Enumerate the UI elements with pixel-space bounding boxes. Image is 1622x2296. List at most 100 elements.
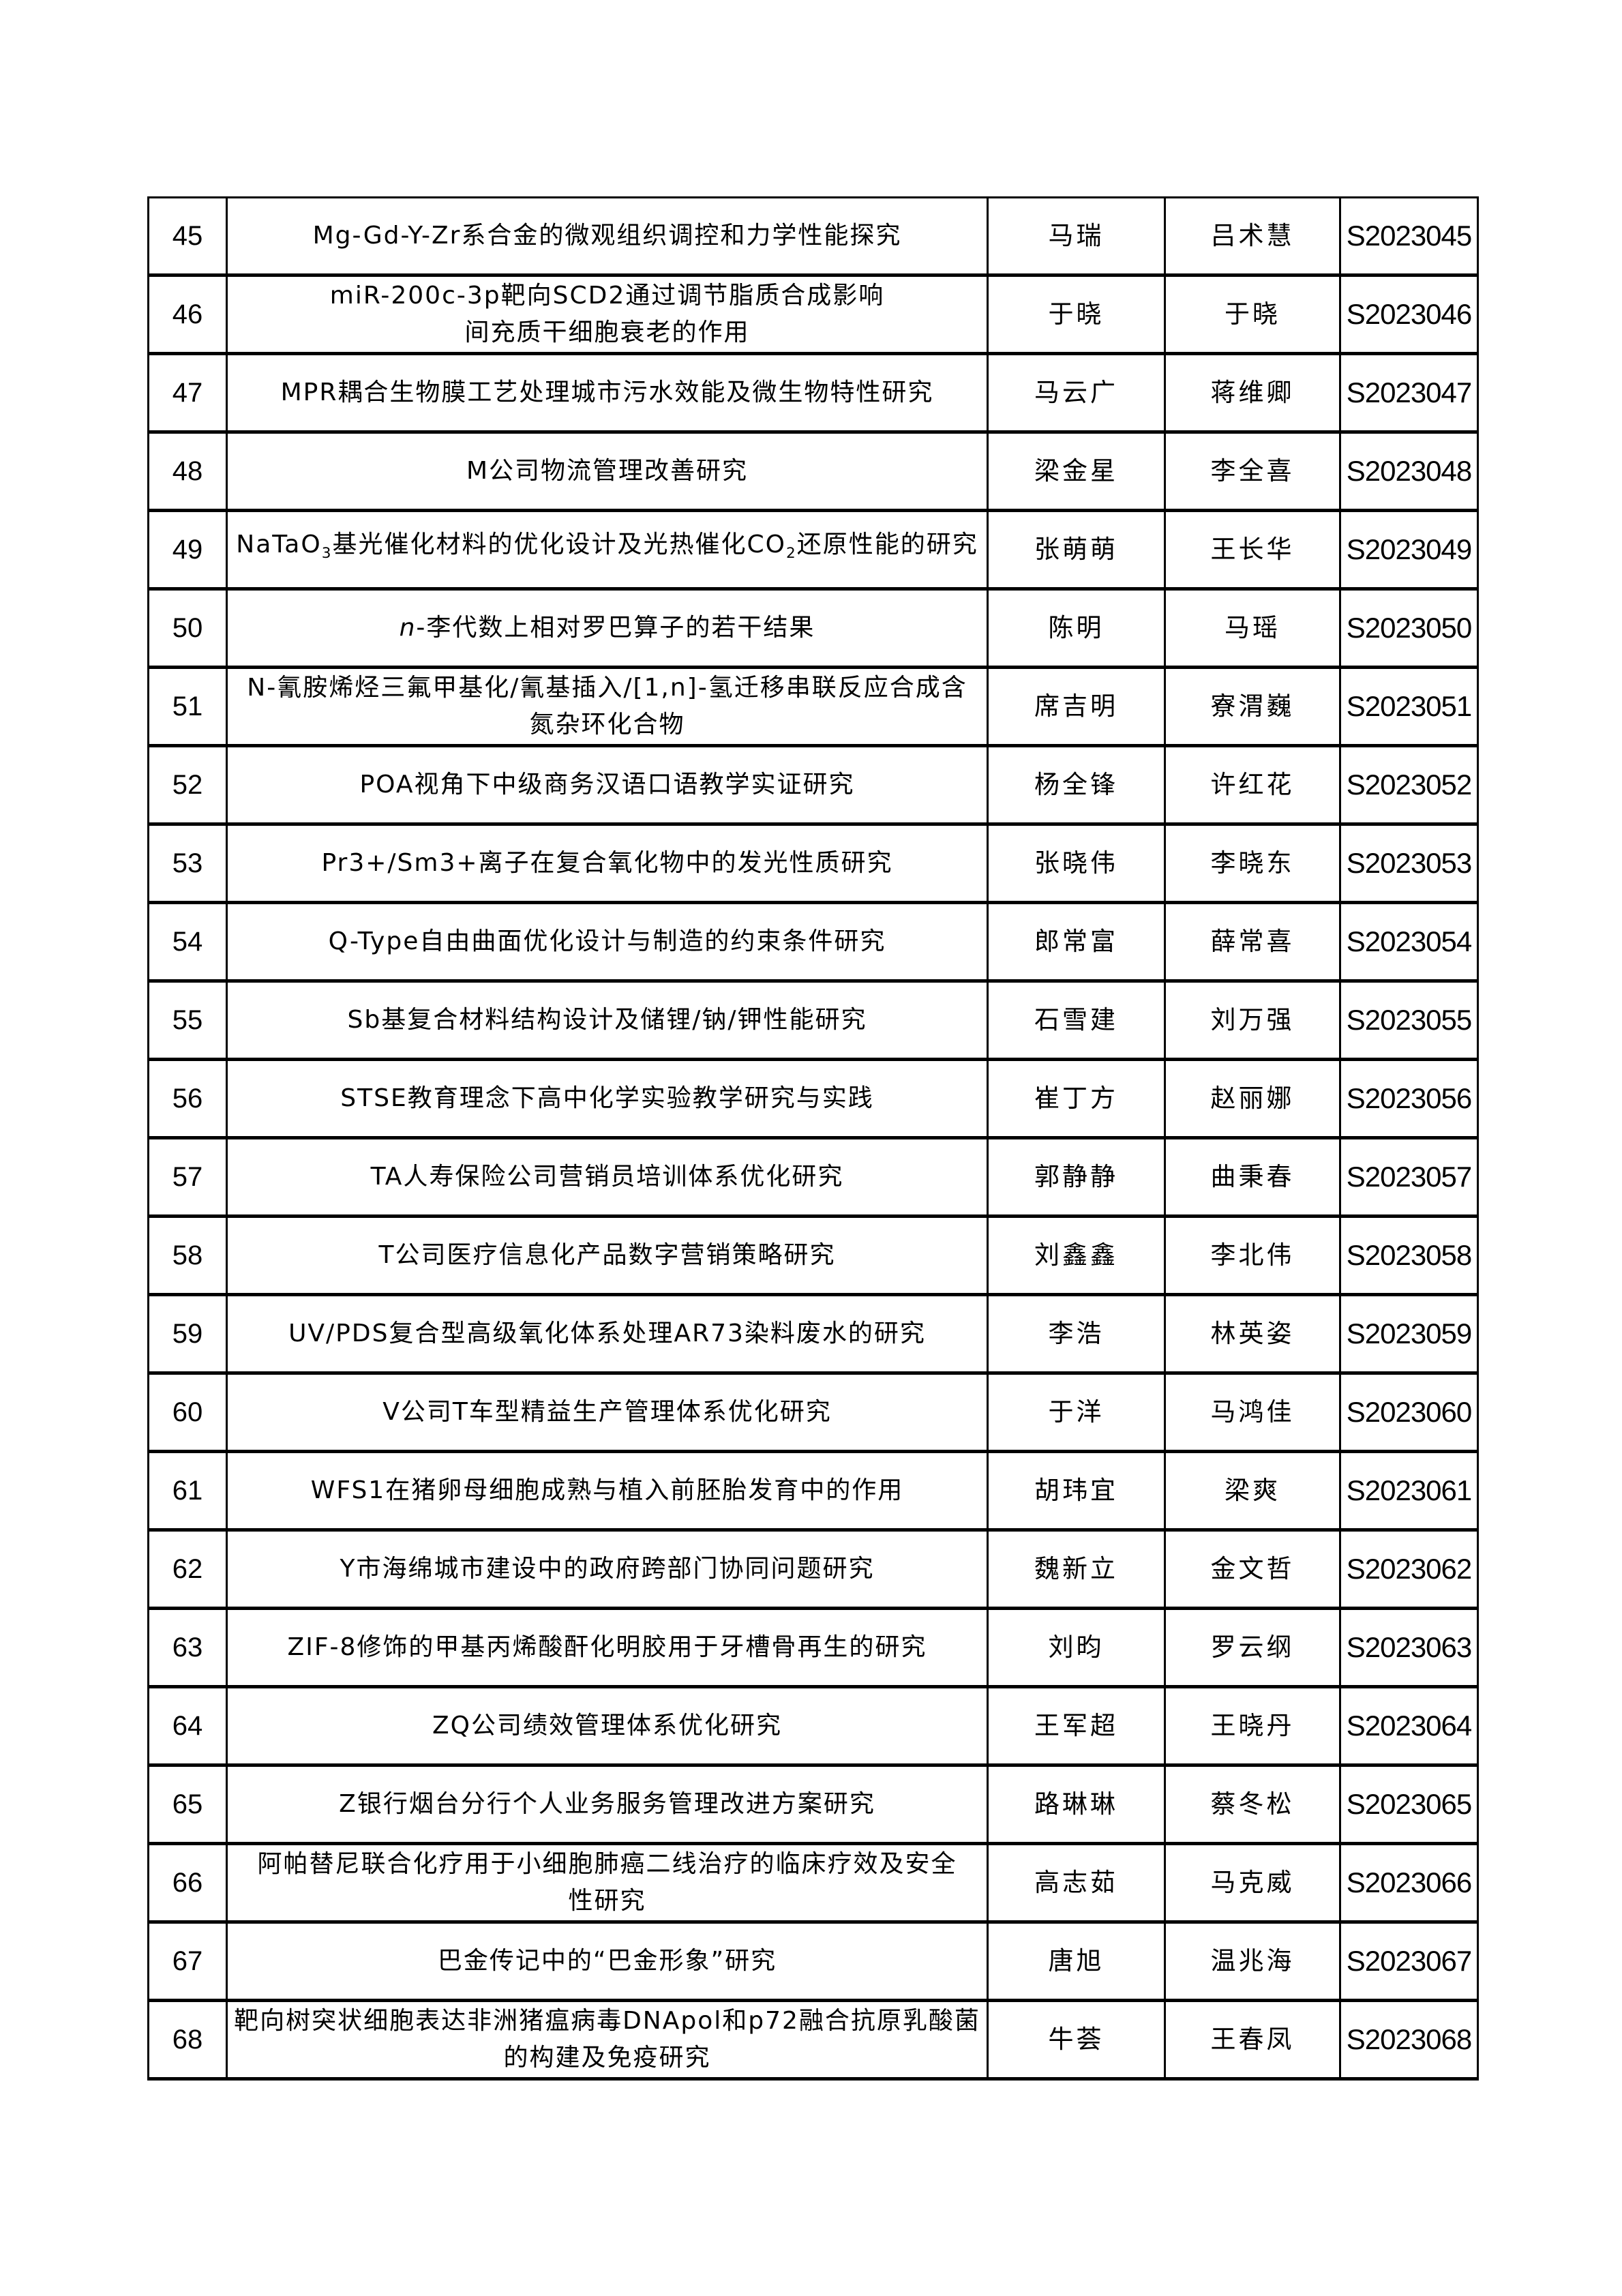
row-number: 45 [147, 196, 228, 276]
project-title: Z银行烟台分行个人业务服务管理改进方案研究 [226, 1764, 989, 1845]
supervisor-name: 王晓丹 [1164, 1686, 1341, 1766]
project-title: 巴金传记中的“巴金形象”研究 [226, 1921, 989, 2001]
table-row: 57 TA人寿保险公司营销员培训体系优化研究 郭静静 曲秉春 S2023057 [147, 1137, 1479, 1217]
project-code: S2023062 [1339, 1529, 1479, 1609]
table-row: 54 Q-Type自由曲面优化设计与制造的约束条件研究 郎常富 薛常喜 S2023054 [147, 901, 1479, 982]
student-name: 于晓 [987, 274, 1166, 355]
table-row: 51 N-氰胺烯烃三氟甲基化/氰基插入/[1,n]-氢迁移串联反应合成含 氮杂环化合… [147, 666, 1479, 747]
project-title: STSE教育理念下高中化学实验教学研究与实践 [226, 1058, 989, 1139]
title-segment: ZIF-8修饰的甲基丙烯酸酐化明胶用于牙槽骨再生的研究 [287, 1633, 927, 1661]
row-number: 62 [147, 1529, 228, 1609]
supervisor-name: 李全喜 [1164, 431, 1341, 511]
student-name: 马瑞 [987, 196, 1166, 276]
student-name: 杨全锋 [987, 745, 1166, 825]
project-title: WFS1在猪卵母细胞成熟与植入前胚胎发育中的作用 [226, 1450, 989, 1531]
title-segment: WFS1在猪卵母细胞成熟与植入前胚胎发育中的作用 [310, 1476, 904, 1504]
row-number: 51 [147, 666, 228, 747]
supervisor-name: 曲秉春 [1164, 1137, 1341, 1217]
project-code: S2023050 [1339, 588, 1479, 668]
project-title: Mg-Gd-Y-Zr系合金的微观组织调控和力学性能探究 [226, 196, 989, 276]
title-segment: V公司T车型精益生产管理体系优化研究 [382, 1398, 832, 1426]
project-code: S2023051 [1339, 666, 1479, 747]
title-segment: Sb基复合材料结构设计及储锂/钠/钾性能研究 [347, 1006, 867, 1034]
title-segment: miR-200c-3p靶向SCD2通过调节脂质合成影响 [329, 282, 885, 310]
title-segment: NaTaO [236, 531, 322, 559]
project-title: n-李代数上相对罗巴算子的若干结果 [226, 588, 989, 668]
student-name: 牛荟 [987, 1999, 1166, 2080]
table-row: 64 ZQ公司绩效管理体系优化研究 王军超 王晓丹 S2023064 [147, 1686, 1479, 1766]
row-number: 57 [147, 1137, 228, 1217]
student-name: 郭静静 [987, 1137, 1166, 1217]
student-name: 唐旭 [987, 1921, 1166, 2001]
table-row: 60 V公司T车型精益生产管理体系优化研究 于洋 马鸿佳 S2023060 [147, 1372, 1479, 1452]
supervisor-name: 金文哲 [1164, 1529, 1341, 1609]
supervisor-name: 王长华 [1164, 509, 1341, 590]
title-segment: n [399, 614, 417, 642]
row-number: 53 [147, 823, 228, 904]
title-segment: 阿帕替尼联合化疗用于小细胞肺癌二线治疗的临床疗效及安全 [257, 1850, 957, 1878]
row-number: 58 [147, 1215, 228, 1296]
student-name: 王军超 [987, 1686, 1166, 1766]
title-segment: T公司医疗信息化产品数字营销策略研究 [378, 1241, 836, 1269]
student-name: 路琳琳 [987, 1764, 1166, 1845]
title-segment: 3 [321, 545, 333, 563]
student-name: 高志茹 [987, 1843, 1166, 1923]
student-name: 席吉明 [987, 666, 1166, 747]
project-title: 阿帕替尼联合化疗用于小细胞肺癌二线治疗的临床疗效及安全 性研究 [226, 1843, 989, 1923]
student-name: 刘昀 [987, 1607, 1166, 1688]
title-segment: Mg-Gd-Y-Zr系合金的微观组织调控和力学性能探究 [312, 222, 902, 250]
table-row: 65 Z银行烟台分行个人业务服务管理改进方案研究 路琳琳 蔡冬松 S2023065 [147, 1764, 1479, 1845]
row-number: 48 [147, 431, 228, 511]
supervisor-name: 罗云纲 [1164, 1607, 1341, 1688]
row-number: 55 [147, 980, 228, 1060]
title-segment: 间充质干细胞衰老的作用 [464, 318, 750, 346]
supervisor-name: 寮渭巍 [1164, 666, 1341, 747]
row-number: 64 [147, 1686, 228, 1766]
row-number: 50 [147, 588, 228, 668]
supervisor-name: 马鸿佳 [1164, 1372, 1341, 1452]
table-row: 61 WFS1在猪卵母细胞成熟与植入前胚胎发育中的作用 胡玮宜 梁爽 S2023061 [147, 1450, 1479, 1531]
title-segment: TA人寿保险公司营销员培训体系优化研究 [370, 1163, 844, 1191]
project-title: TA人寿保险公司营销员培训体系优化研究 [226, 1137, 989, 1217]
supervisor-name: 马瑶 [1164, 588, 1341, 668]
title-segment: N-氰胺烯烃三氟甲基化/氰基插入/[1,n]-氢迁移串联反应合成含 [247, 674, 967, 702]
project-title: M公司物流管理改善研究 [226, 431, 989, 511]
student-name: 魏新立 [987, 1529, 1166, 1609]
title-segment: M公司物流管理改善研究 [466, 457, 749, 485]
project-code: S2023068 [1339, 1999, 1479, 2080]
title-segment: ZQ公司绩效管理体系优化研究 [432, 1712, 782, 1740]
title-segment: UV/PDS复合型高级氧化体系处理AR73染料废水的研究 [288, 1320, 926, 1347]
title-segment: 还原性能的研究 [796, 531, 978, 559]
student-name: 李浩 [987, 1294, 1166, 1374]
supervisor-name: 李北伟 [1164, 1215, 1341, 1296]
project-code: S2023052 [1339, 745, 1479, 825]
supervisor-name: 薛常喜 [1164, 901, 1341, 982]
student-name: 张萌萌 [987, 509, 1166, 590]
title-segment: Z银行烟台分行个人业务服务管理改进方案研究 [339, 1790, 875, 1818]
project-code: S2023055 [1339, 980, 1479, 1060]
title-segment: 巴金传记中的“巴金形象”研究 [437, 1947, 777, 1975]
supervisor-name: 马克威 [1164, 1843, 1341, 1923]
table-row: 68 靶向树突状细胞表达非洲猪瘟病毒DNApol和p72融合抗原乳酸菌 的构建及免疫… [147, 1999, 1479, 2080]
project-title: UV/PDS复合型高级氧化体系处理AR73染料废水的研究 [226, 1294, 989, 1374]
supervisor-name: 温兆海 [1164, 1921, 1341, 2001]
student-name: 马云广 [987, 353, 1166, 433]
table-row: 66 阿帕替尼联合化疗用于小细胞肺癌二线治疗的临床疗效及安全 性研究 高志茹 马克威 S2… [147, 1843, 1479, 1923]
table-row: 59 UV/PDS复合型高级氧化体系处理AR73染料废水的研究 李浩 林英姿 S2023… [147, 1294, 1479, 1374]
supervisor-name: 梁爽 [1164, 1450, 1341, 1531]
project-code: S2023061 [1339, 1450, 1479, 1531]
project-title: MPR耦合生物膜工艺处理城市污水效能及微生物特性研究 [226, 353, 989, 433]
project-title: T公司医疗信息化产品数字营销策略研究 [226, 1215, 989, 1296]
supervisor-name: 于晓 [1164, 274, 1341, 355]
student-name: 张晓伟 [987, 823, 1166, 904]
title-segment: POA视角下中级商务汉语口语教学实证研究 [359, 771, 855, 799]
row-number: 47 [147, 353, 228, 433]
title-segment: Y市海绵城市建设中的政府跨部门协同问题研究 [340, 1555, 875, 1583]
student-name: 梁金星 [987, 431, 1166, 511]
project-table: 45 Mg-Gd-Y-Zr系合金的微观组织调控和力学性能探究 马瑞 吕术慧 S20230… [147, 196, 1479, 2081]
project-title: Sb基复合材料结构设计及储锂/钠/钾性能研究 [226, 980, 989, 1060]
table-row: 67 巴金传记中的“巴金形象”研究 唐旭 温兆海 S2023067 [147, 1921, 1479, 2001]
table-row: 45 Mg-Gd-Y-Zr系合金的微观组织调控和力学性能探究 马瑞 吕术慧 S20230… [147, 196, 1479, 276]
table-row: 50 n-李代数上相对罗巴算子的若干结果 陈明 马瑶 S2023050 [147, 588, 1479, 668]
row-number: 52 [147, 745, 228, 825]
